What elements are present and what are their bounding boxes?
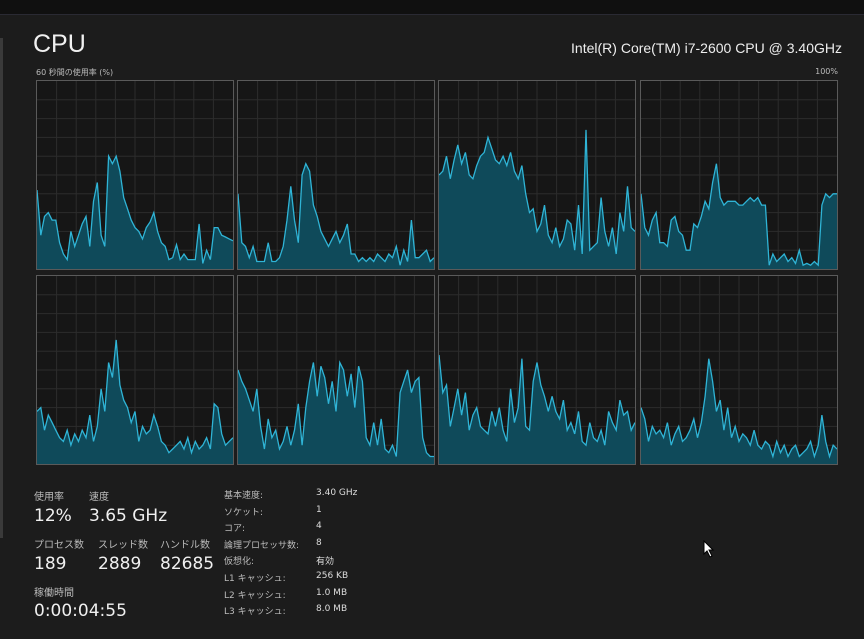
spec-value: 8.0 MB — [316, 604, 348, 615]
usage-line — [238, 360, 434, 458]
uptime-label: 稼働時間 — [34, 588, 74, 599]
usage-line — [641, 163, 837, 267]
window-top-bar — [0, 0, 864, 15]
usage-area — [37, 156, 233, 269]
graph-max-label: 100% — [815, 67, 838, 76]
spec-label: 仮想化: — [224, 557, 255, 568]
processes-value: 189 — [34, 554, 67, 574]
spec-label: L2 キャッシュ: — [224, 590, 286, 601]
spec-label: 基本速度: — [224, 491, 264, 501]
core-graph-5 — [237, 275, 435, 465]
core-graph-6 — [438, 275, 636, 465]
usage-line — [238, 162, 434, 266]
spec-value: 1.0 MB — [316, 587, 348, 598]
core-graph-1 — [237, 80, 435, 270]
usage-area — [238, 362, 434, 464]
core-graph-0 — [36, 80, 234, 270]
speed-value: 3.65 GHz — [89, 506, 168, 526]
spec-label: 論理プロセッサ数: — [224, 540, 300, 551]
processes-label: プロセス数 — [34, 540, 84, 551]
spec-value: 256 KB — [316, 571, 349, 581]
usage-area — [641, 358, 837, 464]
core-graph-2 — [438, 80, 636, 270]
usage-line — [37, 339, 233, 456]
spec-value: 3.40 GHz — [316, 488, 358, 498]
spec-value: 有効 — [316, 557, 335, 568]
usage-area — [641, 163, 837, 269]
core-graph-3 — [640, 80, 838, 270]
spec-label: L1 キャッシュ: — [224, 574, 286, 584]
usage-area — [439, 355, 635, 464]
page-title: CPU — [33, 30, 86, 58]
usage-line — [439, 354, 635, 447]
spec-value: 4 — [316, 521, 322, 532]
spec-value: 8 — [316, 537, 322, 548]
core-graph-4 — [36, 275, 234, 465]
usage-line — [439, 129, 635, 255]
handles-value: 82685 — [160, 554, 215, 574]
core-graph-7 — [640, 275, 838, 465]
usage-line — [37, 153, 233, 264]
graph-time-label: 60 秒間の使用率 (%) — [36, 68, 114, 77]
speed-label: 速度 — [89, 492, 109, 503]
uptime-value: 0:00:04:55 — [34, 601, 127, 621]
usage-line — [641, 358, 837, 459]
sidebar-scroll-edge[interactable] — [0, 38, 3, 538]
threads-value: 2889 — [98, 554, 142, 574]
spec-label: L3 キャッシュ: — [224, 607, 286, 618]
usage-area — [37, 339, 233, 464]
usage-value: 12% — [34, 506, 72, 526]
spec-label: ソケット: — [224, 507, 264, 518]
spec-label: コア: — [224, 524, 246, 535]
usage-area — [439, 129, 635, 269]
usage-area — [238, 163, 434, 269]
mouse-cursor-icon — [703, 540, 715, 558]
handles-label: ハンドル数 — [160, 540, 210, 551]
usage-label: 使用率 — [34, 492, 64, 503]
spec-value: 1 — [316, 504, 322, 515]
threads-label: スレッド数 — [98, 540, 148, 551]
cpu-model-name: Intel(R) Core(TM) i7-2600 CPU @ 3.40GHz — [571, 40, 842, 56]
